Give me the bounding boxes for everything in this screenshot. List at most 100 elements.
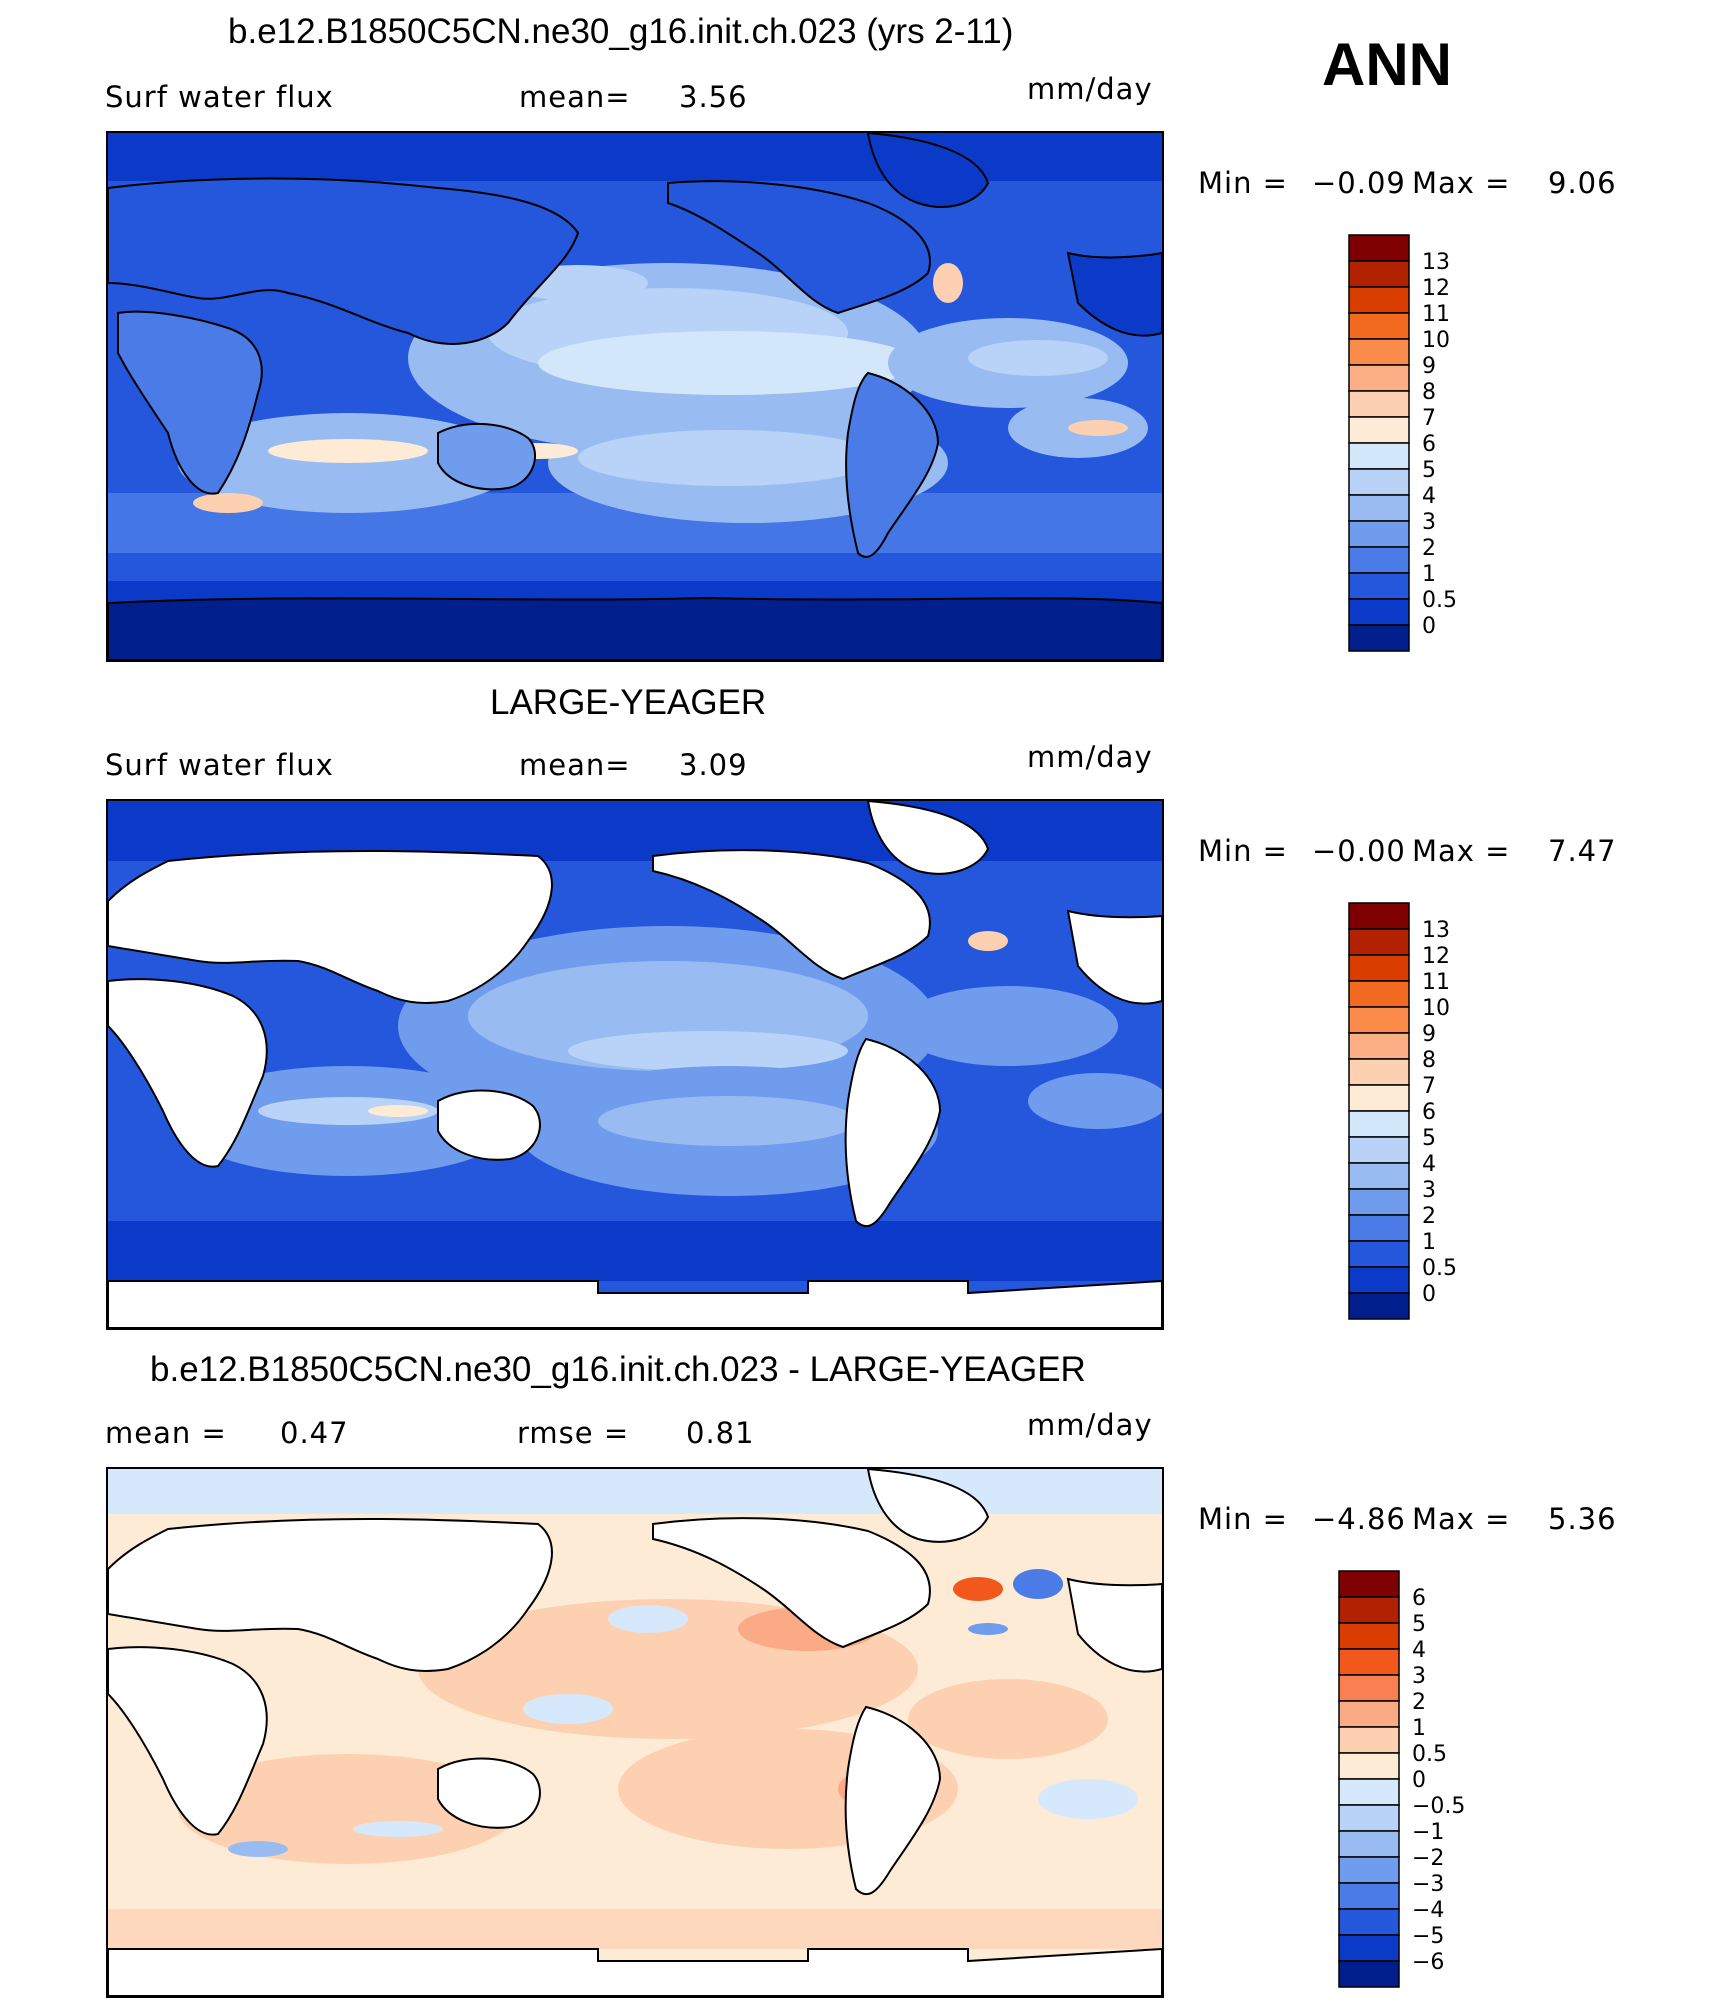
map-difference [106,1467,1164,1998]
colorbar-box [1348,1110,1410,1138]
colorbar-box [1348,442,1410,470]
colorbar-box [1338,1778,1400,1806]
colorbar-box [1348,624,1410,652]
colorbar-tick-label: −3 [1412,1872,1444,1897]
panel3-colorbar: 6 5 4 3 2 1 0.5 0 −0.5 −1 −2 −3 −4 −5 −6 [1338,1570,1548,1990]
colorbar-tick-label: 0.5 [1422,588,1457,613]
colorbar-box [1348,520,1410,548]
colorbar-box [1348,928,1410,956]
panel1-min-value: −0.09 [1312,166,1406,200]
panel2-min-value: −0.00 [1312,834,1406,868]
colorbar-tick-label: 3 [1412,1664,1426,1689]
colorbar-tick-label: 0 [1422,1282,1436,1307]
colorbar-tick-label: 10 [1422,328,1450,353]
colorbar-tick-label: 0.5 [1412,1742,1447,1767]
colorbar-tick-label: 2 [1422,1204,1436,1229]
colorbar-tick-label: 4 [1422,484,1436,509]
colorbar-tick-label: −0.5 [1412,1794,1465,1819]
colorbar-box [1338,1674,1400,1702]
colorbar-tick-label: 6 [1412,1586,1426,1611]
colorbar-box [1348,416,1410,444]
colorbar-box [1338,1804,1400,1832]
panel1-mean-label: mean= [519,80,631,114]
colorbar-tick-label: 0 [1412,1768,1426,1793]
colorbar-box [1348,902,1410,930]
season-label: ANN [1322,31,1452,98]
panel1-max-label: Max = [1412,166,1511,200]
colorbar-box [1348,234,1410,262]
colorbar-box [1348,1032,1410,1060]
map-observations [106,799,1164,1330]
colorbar-box [1348,1084,1410,1112]
panel3-rmse-label: rmse = [517,1416,630,1450]
colorbar-tick-label: 4 [1422,1152,1436,1177]
panel3-max-value: 5.36 [1548,1502,1617,1536]
panel3-title: b.e12.B1850C5CN.ne30_g16.init.ch.023 - L… [150,1350,1086,1389]
panel1-title: b.e12.B1850C5CN.ne30_g16.init.ch.023 (yr… [228,12,1014,51]
panel3-units: mm/day [1027,1408,1153,1442]
colorbar-tick-label: 1 [1412,1716,1426,1741]
colorbar-box [1348,286,1410,314]
panel2-mean-label: mean= [519,748,631,782]
colorbar-tick-label: −6 [1412,1950,1444,1975]
panel1-variable-label: Surf water flux [105,80,334,114]
panel3-rmse-value: 0.81 [686,1416,755,1450]
panel2-mean-value: 3.09 [679,748,748,782]
colorbar-tick-label: 13 [1422,250,1450,275]
colorbar-box [1338,1700,1400,1728]
colorbar-tick-label: 8 [1422,1048,1436,1073]
colorbar-tick-label: 4 [1412,1638,1426,1663]
colorbar-tick-label: 12 [1422,276,1450,301]
colorbar-tick-label: 9 [1422,354,1436,379]
panel2-max-label: Max = [1412,834,1511,868]
colorbar-box [1338,1934,1400,1962]
colorbar-tick-label: 2 [1412,1690,1426,1715]
panel2-title: LARGE-YEAGER [490,683,767,722]
panel2-units: mm/day [1027,740,1153,774]
colorbar-box [1348,1214,1410,1242]
colorbar-tick-label: 6 [1422,432,1436,457]
panel1-mean-value: 3.56 [679,80,748,114]
colorbar-tick-label: 11 [1422,302,1450,327]
panel1-min-label: Min = [1198,166,1288,200]
panel1-colorbar: 13 12 11 10 9 8 7 6 5 4 3 2 1 0.5 0 [1348,234,1548,654]
panel3-mean-value: 0.47 [280,1416,349,1450]
panel3-min-label: Min = [1198,1502,1288,1536]
panel3-mean-label: mean = [105,1416,227,1450]
colorbar-box [1348,1162,1410,1190]
colorbar-box [1348,980,1410,1008]
colorbar-tick-label: 10 [1422,996,1450,1021]
colorbar-box [1338,1960,1400,1988]
colorbar-tick-label: −1 [1412,1820,1444,1845]
colorbar-tick-label: 0.5 [1422,1256,1457,1281]
colorbar-box [1348,312,1410,340]
panel1-units: mm/day [1027,72,1153,106]
map-model [106,131,1164,662]
colorbar-box [1348,390,1410,418]
colorbar-tick-label: 1 [1422,1230,1436,1255]
panel2-min-label: Min = [1198,834,1288,868]
colorbar-box [1348,260,1410,288]
colorbar-box [1348,598,1410,626]
colorbar-tick-label: 2 [1422,536,1436,561]
colorbar-tick-label: −5 [1412,1924,1444,1949]
colorbar-box [1338,1752,1400,1780]
colorbar-tick-label: 3 [1422,510,1436,535]
colorbar-tick-label: 11 [1422,970,1450,995]
colorbar-box [1348,1006,1410,1034]
colorbar-tick-label: −2 [1412,1846,1444,1871]
colorbar-box [1348,1058,1410,1086]
colorbar-box [1348,1136,1410,1164]
colorbar-box [1348,572,1410,600]
colorbar-tick-label: 7 [1422,406,1436,431]
colorbar-box [1338,1596,1400,1624]
colorbar-tick-label: 5 [1412,1612,1426,1637]
colorbar-box [1348,338,1410,366]
panel2-max-value: 7.47 [1548,834,1617,868]
colorbar-box [1338,1830,1400,1858]
colorbar-tick-label: 5 [1422,458,1436,483]
colorbar-box [1338,1570,1400,1598]
